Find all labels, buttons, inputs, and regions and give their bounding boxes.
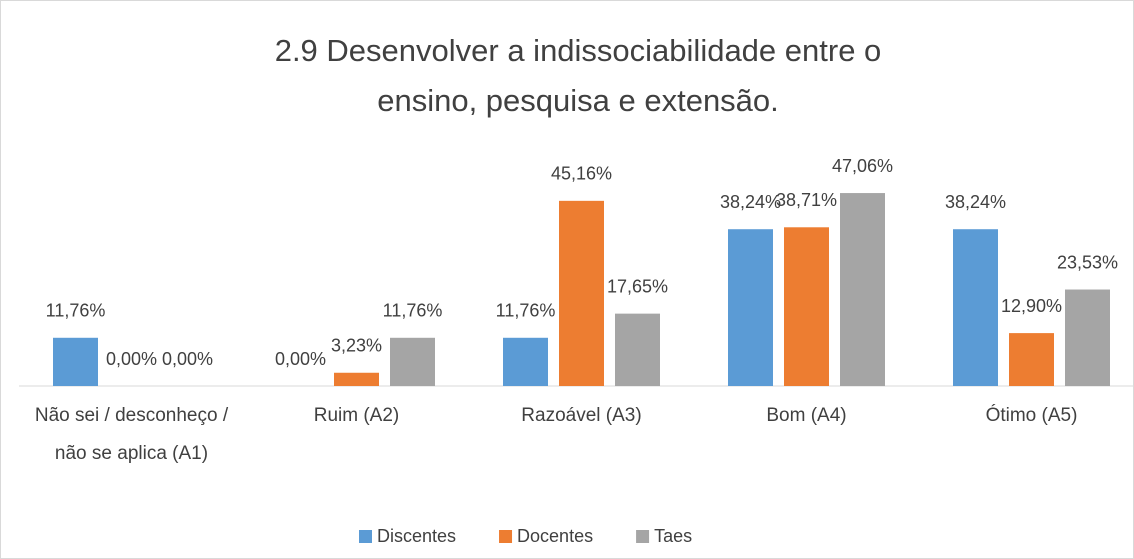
bar [334,372,379,386]
legend-label: Docentes [517,526,593,546]
bar [1065,289,1110,386]
x-tick-label: Ruim (A2) [313,405,400,426]
value-label: 23,53% [1057,252,1118,272]
bar [953,229,998,386]
bar [840,193,885,386]
legend-swatch [499,530,513,543]
bar [559,200,604,386]
value-label: 0,00% [106,349,157,369]
legend-label: Discentes [377,526,456,546]
value-label: 11,76% [383,301,443,321]
bar [728,229,773,386]
bar [1009,333,1054,386]
value-label: 38,71% [776,190,837,210]
legend-label: Taes [654,526,692,546]
value-label: 45,16% [551,164,612,184]
chart-title: 2.9 Desenvolver a indissociabilidade ent… [274,33,882,118]
x-tick-label: Bom (A4) [766,405,847,426]
value-label: 38,24% [720,192,781,212]
x-tick-label: Razoável (A3) [521,405,642,426]
value-label: 17,65% [607,276,668,296]
bar [53,337,98,386]
legend-swatch [359,530,372,543]
bar [615,313,660,386]
value-label: 3,23% [331,336,382,356]
bar [784,227,829,386]
value-label: 38,24% [945,192,1006,212]
x-tick-label: Ótimo (A5) [985,405,1078,426]
value-label: 0,00% [162,349,213,369]
legend-swatch [636,530,650,543]
bar [390,337,435,386]
x-tick-label: Não sei / desconheço / não se aplica (A1… [34,405,229,464]
value-label: 11,76% [496,301,556,321]
value-label: 12,90% [1001,296,1062,316]
value-label: 47,06% [832,156,893,176]
value-label: 0,00% [275,349,326,369]
bar [503,337,548,386]
value-label: 11,76% [46,301,106,321]
